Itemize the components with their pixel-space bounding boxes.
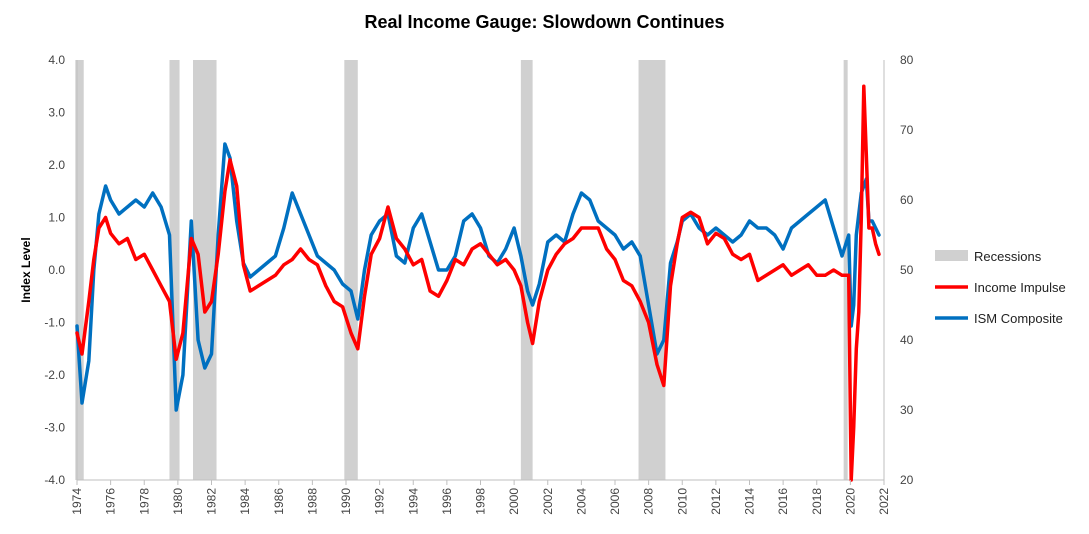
- legend-swatch-recessions: [935, 250, 968, 261]
- y-left-tick-label: -3.0: [44, 421, 65, 435]
- tick-labels: 4.0 3.0 2.0 1.0 0.0 -1.0 -2.0 -3.0 -4.0 80 70 60 50 4…: [44, 53, 913, 515]
- x-tick-label: 1982: [205, 488, 219, 515]
- y-left-tick-label: -4.0: [44, 473, 65, 487]
- income-impulse-line: [75, 84, 881, 482]
- x-tick-label: 1986: [272, 488, 286, 515]
- y-right-tick-label: 70: [900, 123, 914, 137]
- y-right-tick-label: 50: [900, 263, 914, 277]
- y-axis-label: Index Level: [19, 237, 33, 302]
- x-tick-label: 2016: [776, 488, 790, 515]
- legend-label-ism-composite: ISM Composite: [974, 311, 1063, 326]
- legend: Recessions Income Impulse ISM Composite: [935, 249, 1066, 326]
- legend-label-recessions: Recessions: [974, 249, 1042, 264]
- y-right-tick-label: 20: [900, 473, 914, 487]
- y-left-tick-label: 3.0: [48, 106, 65, 120]
- x-tick-label: 1984: [238, 488, 252, 515]
- y-right-tick-label: 60: [900, 193, 914, 207]
- x-tick-label: 2012: [709, 488, 723, 515]
- recession-band: [75, 60, 84, 480]
- recession-band: [344, 60, 358, 480]
- y-left-tick-label: 1.0: [48, 211, 65, 225]
- y-right-tick-label: 40: [900, 333, 914, 347]
- x-tick-label: 2004: [574, 488, 588, 515]
- x-tick-label: 2014: [743, 488, 757, 515]
- x-tick-label: 2018: [810, 488, 824, 515]
- recession-band: [169, 60, 180, 480]
- y-left-tick-label: 4.0: [48, 53, 65, 67]
- x-tick-label: 1992: [373, 488, 387, 515]
- x-tick-label: 1990: [339, 488, 353, 515]
- recession-band: [193, 60, 217, 480]
- x-tick-label: 2006: [608, 488, 622, 515]
- legend-label-income-impulse: Income Impulse: [974, 280, 1066, 295]
- x-tick-label: 1974: [70, 488, 84, 515]
- x-tick-label: 1996: [440, 488, 454, 515]
- y-left-tick-label: -1.0: [44, 316, 65, 330]
- x-tick-label: 2010: [675, 488, 689, 515]
- chart-title: Real Income Gauge: Slowdown Continues: [364, 12, 725, 32]
- x-tick-label: 1994: [406, 488, 420, 515]
- series-lines: [75, 84, 881, 482]
- x-tick-label: 2008: [642, 488, 656, 515]
- x-tick-label: 1976: [104, 488, 118, 515]
- x-tick-label: 1988: [305, 488, 319, 515]
- x-tick-label: 2020: [843, 488, 857, 515]
- y-left-tick-label: 0.0: [48, 263, 65, 277]
- x-tick-label: 2022: [877, 488, 891, 515]
- x-tick-label: 1998: [474, 488, 488, 515]
- x-tick-label: 1980: [171, 488, 185, 515]
- x-tick-label: 2000: [507, 488, 521, 515]
- x-tick-label: 1978: [137, 488, 151, 515]
- y-left-tick-label: -2.0: [44, 368, 65, 382]
- recession-bands: [75, 60, 848, 480]
- y-right-tick-label: 30: [900, 403, 914, 417]
- recession-band: [520, 60, 533, 480]
- recession-band: [843, 60, 848, 480]
- y-right-tick-label: 80: [900, 53, 914, 67]
- x-tick-label: 2002: [541, 488, 555, 515]
- y-left-tick-label: 2.0: [48, 158, 65, 172]
